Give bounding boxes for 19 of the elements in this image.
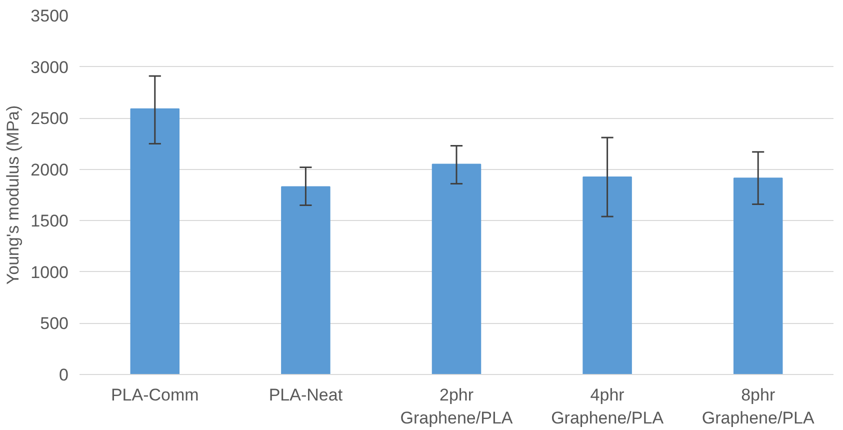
y-tick-label: 1500 (30, 212, 69, 231)
x-tick-label: 8phr Graphene/PLA (702, 386, 815, 428)
y-tick-label: 3000 (30, 58, 69, 77)
x-tick-label: PLA-Neat (268, 386, 343, 404)
x-tick-label: 2phr Graphene/PLA (400, 386, 514, 428)
y-tick-label: 0 (59, 366, 69, 384)
x-tick-label: 4phr Graphene/PLA (551, 386, 664, 428)
bar (733, 178, 783, 374)
y-axis-title: Young's modulus (MPa) (4, 105, 23, 285)
bar (281, 186, 330, 374)
y-tick-label: 2500 (30, 109, 69, 128)
y-tick-label: 2000 (30, 160, 69, 180)
bar (432, 164, 482, 374)
bar (130, 108, 180, 374)
bar (582, 176, 632, 374)
y-tick-label: 1000 (30, 262, 69, 282)
y-tick-label: 3500 (30, 6, 69, 26)
y-tick-label: 500 (40, 314, 69, 334)
x-tick-label: PLA-Comm (110, 386, 199, 404)
